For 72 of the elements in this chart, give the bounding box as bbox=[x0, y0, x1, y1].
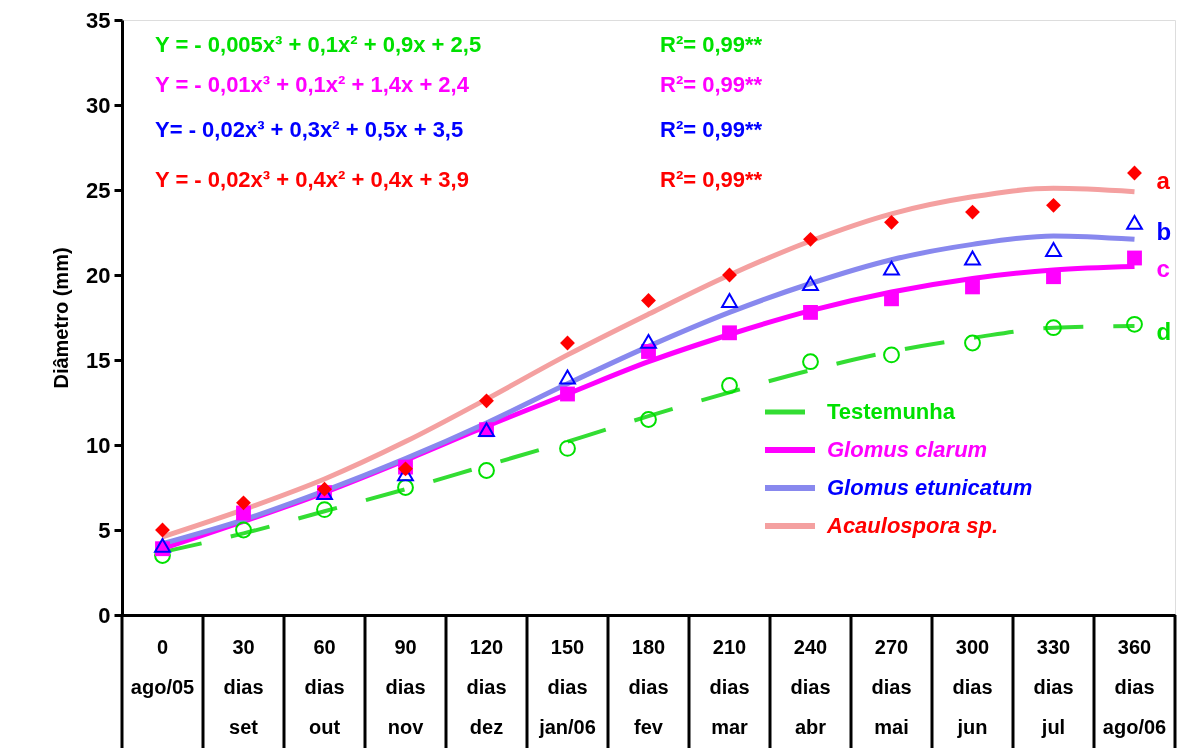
y-tick-label: 35 bbox=[86, 7, 111, 33]
point bbox=[1126, 214, 1143, 230]
x-tick-label: 300 dias jun bbox=[952, 635, 993, 738]
point bbox=[641, 293, 656, 308]
annotation: d bbox=[1156, 317, 1172, 345]
point bbox=[1127, 250, 1142, 266]
x-tick-label: 120 dias dez bbox=[466, 635, 507, 738]
y-tick-label: 5 bbox=[98, 517, 111, 543]
point bbox=[559, 369, 576, 385]
point bbox=[883, 346, 900, 364]
annotation: R²= 0,99** bbox=[660, 32, 763, 57]
point bbox=[640, 411, 657, 428]
point bbox=[397, 479, 414, 496]
x-tick-label: 240 dias abr bbox=[790, 635, 831, 738]
annotation: Y= - 0,02x³ + 0,3x² + 0,5x + 3,5 bbox=[155, 117, 464, 142]
y-tick-label: 0 bbox=[98, 602, 111, 628]
point bbox=[559, 440, 576, 457]
x-tick-label: 360 dias ago/06 bbox=[1102, 635, 1167, 738]
legend-label: Acaulospora sp. bbox=[826, 513, 999, 538]
point bbox=[802, 276, 819, 291]
point bbox=[1045, 319, 1062, 337]
y-tick-label: 25 bbox=[86, 177, 111, 203]
point bbox=[965, 204, 980, 220]
point bbox=[1126, 315, 1143, 333]
x-tick-label: 60 dias out bbox=[304, 635, 345, 738]
point bbox=[560, 386, 575, 402]
x-tick-label: 180 dias fev bbox=[628, 635, 669, 738]
point bbox=[883, 260, 900, 276]
legend-label: Glomus clarum bbox=[827, 437, 988, 462]
x-tick-label: 270 dias mai bbox=[871, 635, 912, 738]
point bbox=[1045, 242, 1062, 257]
x-tick-label: 150 dias jan/06 bbox=[538, 635, 596, 738]
point bbox=[235, 521, 252, 539]
annotation: b bbox=[1156, 217, 1172, 245]
x-tick-label: 210 dias mar bbox=[709, 635, 750, 738]
y-tick-label: 20 bbox=[86, 262, 111, 288]
y-axis-title: Diâmetro (mm) bbox=[50, 247, 73, 389]
annotation: Y = - 0,01x³ + 0,1x² + 1,4x + 2,4 bbox=[155, 72, 470, 97]
legend-label: Glomus etunicatum bbox=[827, 475, 1033, 500]
point bbox=[236, 495, 251, 511]
point bbox=[721, 293, 738, 308]
point bbox=[965, 279, 980, 295]
point bbox=[316, 501, 333, 518]
x-tick-label: 0 ago/05 bbox=[130, 635, 195, 698]
point bbox=[721, 377, 738, 394]
point bbox=[479, 393, 494, 409]
x-tick-label: 30 dias set bbox=[223, 635, 264, 738]
annotation: Y = - 0,02x³ + 0,4x² + 0,4x + 3,9 bbox=[155, 167, 469, 192]
point bbox=[1046, 197, 1061, 213]
point bbox=[964, 250, 981, 266]
annotation: Y = - 0,005x³ + 0,1x² + 0,9x + 2,5 bbox=[155, 32, 482, 57]
point bbox=[722, 325, 737, 341]
annotation: c bbox=[1156, 254, 1170, 282]
point bbox=[802, 353, 819, 371]
point bbox=[154, 537, 171, 553]
legend-label: Testemunha bbox=[827, 399, 956, 424]
point bbox=[964, 334, 981, 352]
point bbox=[478, 462, 495, 479]
y-tick-label: 30 bbox=[86, 92, 111, 118]
x-tick-label: 90 dias nov bbox=[385, 635, 426, 738]
annotation: R²= 0,99** bbox=[660, 72, 763, 97]
x-tick-label: 330 dias jul bbox=[1033, 635, 1074, 738]
annotation: R²= 0,99** bbox=[660, 167, 763, 192]
point bbox=[803, 231, 818, 247]
y-tick-label: 10 bbox=[86, 432, 111, 458]
point bbox=[803, 304, 818, 320]
point bbox=[884, 291, 899, 307]
point bbox=[884, 214, 899, 230]
annotation: R²= 0,99** bbox=[660, 117, 763, 142]
annotation: a bbox=[1156, 166, 1171, 194]
y-tick-label: 15 bbox=[86, 347, 111, 373]
point bbox=[640, 333, 657, 349]
